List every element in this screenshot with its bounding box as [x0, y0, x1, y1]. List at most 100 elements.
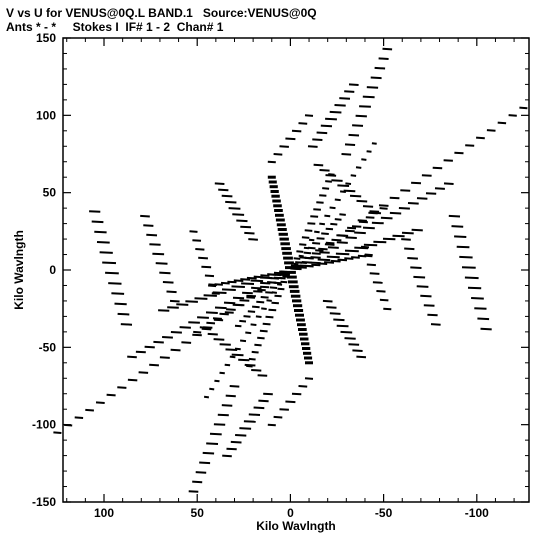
uv-point [265, 291, 273, 294]
uv-track-point [213, 423, 226, 426]
uv-point [185, 300, 198, 303]
uv-point [282, 275, 288, 278]
uv-point [199, 326, 209, 329]
uv-track-point [344, 337, 356, 340]
uv-point [371, 142, 377, 145]
uv-track-point [253, 406, 265, 410]
uv-point [232, 296, 245, 300]
uv-point [246, 276, 257, 280]
uv-point [254, 343, 262, 347]
uv-point [188, 321, 200, 324]
uv-track-point [146, 233, 158, 237]
uv-point [231, 285, 245, 288]
uv-point [345, 229, 355, 233]
uv-track-point [325, 174, 337, 177]
uv-track-point [344, 90, 355, 93]
uv-point [179, 326, 191, 329]
data-marks [53, 47, 528, 493]
uv-track-point [312, 138, 323, 141]
uv-point [344, 249, 359, 253]
uv-track-point [383, 307, 392, 311]
uv-track-point [359, 105, 371, 108]
uv-point [317, 258, 331, 262]
uv-point [149, 363, 159, 367]
uv-track-point [304, 114, 314, 117]
uv-point [144, 345, 155, 349]
uv-point [74, 416, 84, 419]
uv-point [192, 333, 202, 337]
y-tick-label: -150 [32, 495, 56, 509]
uv-point [345, 182, 352, 185]
uv-track-point [285, 137, 296, 141]
uv-track-point [238, 358, 250, 362]
uv-point [364, 253, 373, 257]
uv-point [382, 237, 396, 241]
uv-point [260, 296, 269, 299]
uv-track-point [331, 179, 343, 182]
uv-point [213, 318, 224, 322]
uv-point [347, 226, 357, 230]
uv-track-point [355, 114, 367, 118]
uv-track-point [329, 312, 341, 315]
uv-track-point [369, 272, 380, 275]
uv-track-point [379, 298, 389, 302]
uv-point [316, 237, 325, 240]
uv-point [193, 330, 202, 334]
uv-point [247, 310, 256, 313]
uv-track-point [343, 189, 356, 193]
uv-point [223, 301, 236, 305]
uv-track-point [235, 434, 247, 437]
uv-track-point [257, 374, 268, 377]
uv-point [307, 222, 316, 225]
uv-track-point [99, 251, 113, 254]
uv-track-point [471, 297, 484, 300]
uv-point [266, 281, 276, 284]
uv-point [106, 393, 116, 397]
uv-track-point [239, 427, 252, 430]
uv-track-point [336, 324, 349, 328]
uv-track-point [225, 348, 238, 351]
uv-point [310, 256, 321, 259]
uv-track-point [213, 338, 225, 341]
uv-track-point [319, 169, 330, 172]
uv-point [401, 231, 414, 235]
uv-track-point [204, 274, 215, 278]
uv-point [392, 234, 405, 238]
uv-point [310, 215, 319, 218]
uv-point [219, 312, 229, 316]
uv-point [252, 305, 260, 309]
uv-point [398, 207, 410, 210]
uv-point [266, 299, 272, 302]
uv-point [64, 423, 73, 427]
uv-track-point [111, 292, 125, 295]
uv-track-point [96, 241, 110, 244]
uv-point [319, 251, 330, 254]
uv-point [158, 309, 170, 312]
uv-point [311, 263, 321, 267]
uv-point [233, 279, 244, 282]
uv-point [268, 308, 277, 312]
uv-point [227, 280, 237, 284]
uv-point [293, 257, 301, 260]
uv-track-point [279, 408, 289, 411]
uv-point [261, 307, 267, 310]
uv-point [214, 379, 220, 383]
uv-point [486, 129, 496, 132]
uv-track-point [222, 454, 232, 458]
uv-point [324, 261, 335, 264]
uv-point [224, 311, 234, 314]
uv-point [315, 249, 324, 252]
uv-track-point [401, 238, 411, 241]
uv-point [53, 431, 62, 434]
uv-track-point [333, 318, 345, 322]
uv-track-point [420, 294, 432, 298]
uv-point [253, 275, 264, 279]
uv-track-point [326, 306, 337, 309]
uv-point [325, 180, 332, 183]
uv-point [85, 408, 94, 412]
uv-point [304, 264, 314, 268]
uv-track-point [267, 160, 276, 164]
y-tick-label: 50 [43, 186, 57, 200]
uv-track-point [263, 392, 273, 396]
